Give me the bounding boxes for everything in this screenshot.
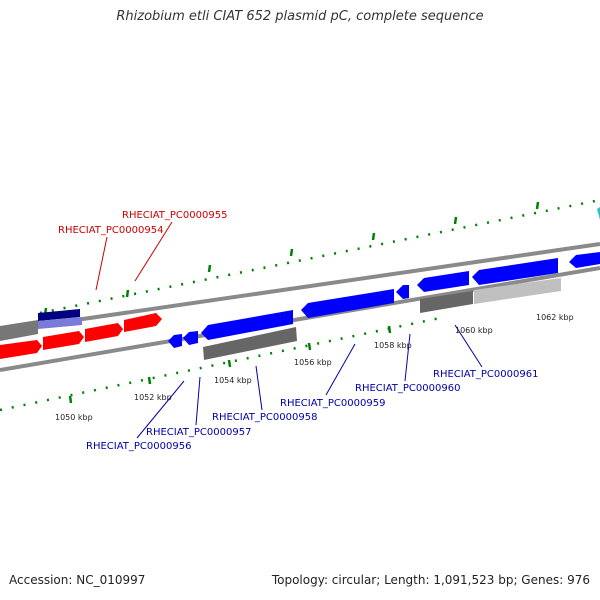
- backbone-upper: [0, 242, 600, 333]
- gene-arrow[interactable]: [43, 331, 84, 350]
- bottom-label-leaders: [136, 324, 483, 439]
- map-title: Rhizobium etli CIAT 652 plasmid pC, comp…: [116, 9, 484, 24]
- scale-label: 1062 kbp: [536, 313, 574, 322]
- gene-arrow[interactable]: [301, 289, 394, 318]
- gene-arrow[interactable]: [203, 327, 297, 360]
- gene-label[interactable]: RHECIAT_PC0000960: [355, 383, 460, 394]
- gene-arrow[interactable]: [168, 334, 182, 348]
- top-label-leaders: [95, 221, 173, 291]
- gene-label[interactable]: RHECIAT_PC0000956: [86, 441, 191, 452]
- gene-arrow[interactable]: [201, 310, 293, 340]
- gene-arrow[interactable]: [474, 278, 561, 304]
- inner-major-ticks: [68, 325, 392, 404]
- gene-label[interactable]: RHECIAT_PC0000961: [433, 369, 538, 380]
- gene-label[interactable]: RHECIAT_PC0000959: [280, 398, 385, 409]
- scale-label: 1060 kbp: [455, 326, 493, 335]
- gene-arrow[interactable]: [417, 271, 469, 292]
- gene-label[interactable]: RHECIAT_PC0000954: [58, 225, 163, 236]
- accession-text: Accession: NC_010997: [9, 573, 146, 587]
- scale-labels: 1050 kbp 1052 kbp 1054 kbp 1056 kbp 1058…: [55, 313, 574, 422]
- gene-arrow[interactable]: [0, 340, 42, 359]
- scale-label: 1054 kbp: [214, 376, 252, 385]
- gene-label[interactable]: RHECIAT_PC0000958: [212, 412, 317, 423]
- gene-label[interactable]: RHECIAT_PC0000955: [122, 210, 227, 221]
- forward-strand-genes: [0, 309, 162, 359]
- gene-arrow[interactable]: [597, 207, 600, 220]
- gene-arrow[interactable]: [38, 317, 82, 329]
- scale-label: 1058 kbp: [374, 341, 412, 350]
- gene-arrow[interactable]: [124, 313, 162, 332]
- bottom-gene-labels: RHECIAT_PC0000961 RHECIAT_PC0000960 RHEC…: [86, 369, 538, 452]
- top-gene-labels: RHECIAT_PC0000955 RHECIAT_PC0000954: [58, 210, 227, 236]
- gene-arrow[interactable]: [396, 285, 409, 299]
- gene-arrow[interactable]: [569, 252, 600, 268]
- backbone-lower: [0, 266, 600, 372]
- gene-arrow[interactable]: [38, 309, 80, 321]
- gene-arrow[interactable]: [420, 291, 473, 313]
- gene-label[interactable]: RHECIAT_PC0000957: [146, 427, 251, 438]
- gene-arrow[interactable]: [472, 258, 558, 285]
- gene-arrow[interactable]: [0, 320, 38, 341]
- scale-label: 1052 kbp: [134, 393, 172, 402]
- gene-arrow[interactable]: [85, 323, 123, 342]
- gene-arrow[interactable]: [183, 331, 198, 345]
- reverse-strand-genes: [168, 207, 600, 360]
- scale-label: 1056 kbp: [294, 358, 332, 367]
- scale-label: 1050 kbp: [55, 413, 93, 422]
- outer-major-ticks: [43, 201, 540, 316]
- summary-text: Topology: circular; Length: 1,091,523 bp…: [271, 573, 590, 587]
